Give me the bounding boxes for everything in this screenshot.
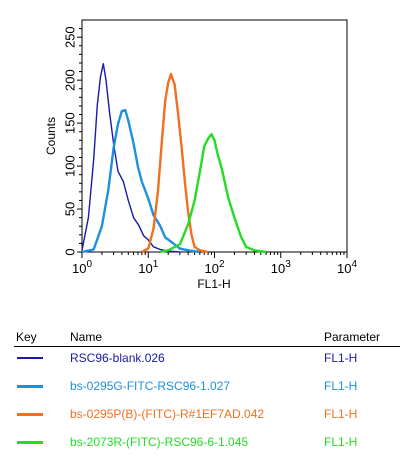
legend-series-parameter: FL1-H (324, 435, 358, 449)
series-line-1 (81, 63, 180, 253)
y-tick-label: 200 (63, 69, 78, 91)
legend-series-name: bs-2073R-(FITC)-RSC96-6-1.045 (70, 435, 249, 449)
x-tick-exponent: 3 (285, 259, 291, 270)
x-tick-exponent: 0 (86, 259, 92, 270)
x-tick-exponent: 4 (351, 259, 357, 270)
x-tick-exponent: 1 (153, 259, 159, 270)
series-line-3 (141, 72, 209, 254)
legend-row: bs-0295P(B)-(FITC)-R#1EF7AD.042 FL1-H (14, 403, 400, 431)
x-tick-label: 101 (138, 259, 158, 276)
legend-header: Key Name Parameter (14, 328, 400, 347)
legend-row: RSC96-blank.026 FL1-H (14, 347, 400, 375)
x-tick-label: 103 (271, 259, 291, 276)
legend-series-name: bs-0295P(B)-(FITC)-R#1EF7AD.042 (70, 407, 265, 421)
legend-series-name: RSC96-blank.026 (70, 351, 165, 365)
x-tick-exponent: 2 (219, 259, 225, 270)
plot-frame (81, 19, 348, 253)
legend-series-parameter: FL1-H (324, 407, 358, 421)
y-tick-label: 250 (63, 26, 78, 48)
x-tick-base: 10 (72, 261, 86, 276)
x-tick-base: 10 (337, 261, 351, 276)
legend-series-parameter: FL1-H (324, 379, 358, 393)
legend-header-key: Key (16, 330, 37, 344)
legend-series-name: bs-0295G-FITC-RSC96-1.027 (70, 379, 231, 393)
y-tick-label: 100 (63, 155, 78, 177)
legend-series-parameter: FL1-H (324, 351, 358, 365)
x-tick-label: 100 (72, 259, 92, 276)
x-tick-base: 10 (138, 261, 152, 276)
x-axis-label: FL1-H (197, 277, 230, 291)
series-line-2 (81, 109, 200, 254)
y-axis: 0 50 100 150 200 250 (63, 26, 82, 256)
legend-table: Key Name Parameter RSC96-blank.026 FL1-H b… (14, 328, 400, 459)
legend-row: bs-0295G-FITC-RSC96-1.027 FL1-H (14, 375, 400, 403)
legend-swatch (17, 357, 43, 359)
legend-swatch (17, 441, 43, 444)
legend-header-parameter: Parameter (324, 330, 381, 344)
series-lines (81, 63, 267, 254)
legend-swatch (17, 385, 43, 388)
legend-swatch (17, 413, 43, 416)
legend-header-name: Name (70, 330, 103, 344)
y-tick-label: 50 (63, 202, 78, 216)
legend-rows: RSC96-blank.026 FL1-H bs-0295G-FITC-RSC96-… (14, 347, 400, 459)
x-tick-label: 102 (204, 259, 224, 276)
legend-row: bs-2073R-(FITC)-RSC96-6-1.045 FL1-H (14, 431, 400, 459)
x-tick-base: 10 (271, 261, 285, 276)
y-tick-label: 0 (63, 248, 78, 255)
x-tick-base: 10 (204, 261, 218, 276)
y-tick-label: 150 (63, 112, 78, 134)
y-axis-label: Counts (44, 117, 58, 155)
x-axis: 100 101 102 103 104 (72, 252, 357, 276)
x-tick-label: 104 (337, 259, 357, 276)
series-line-4 (159, 133, 267, 254)
